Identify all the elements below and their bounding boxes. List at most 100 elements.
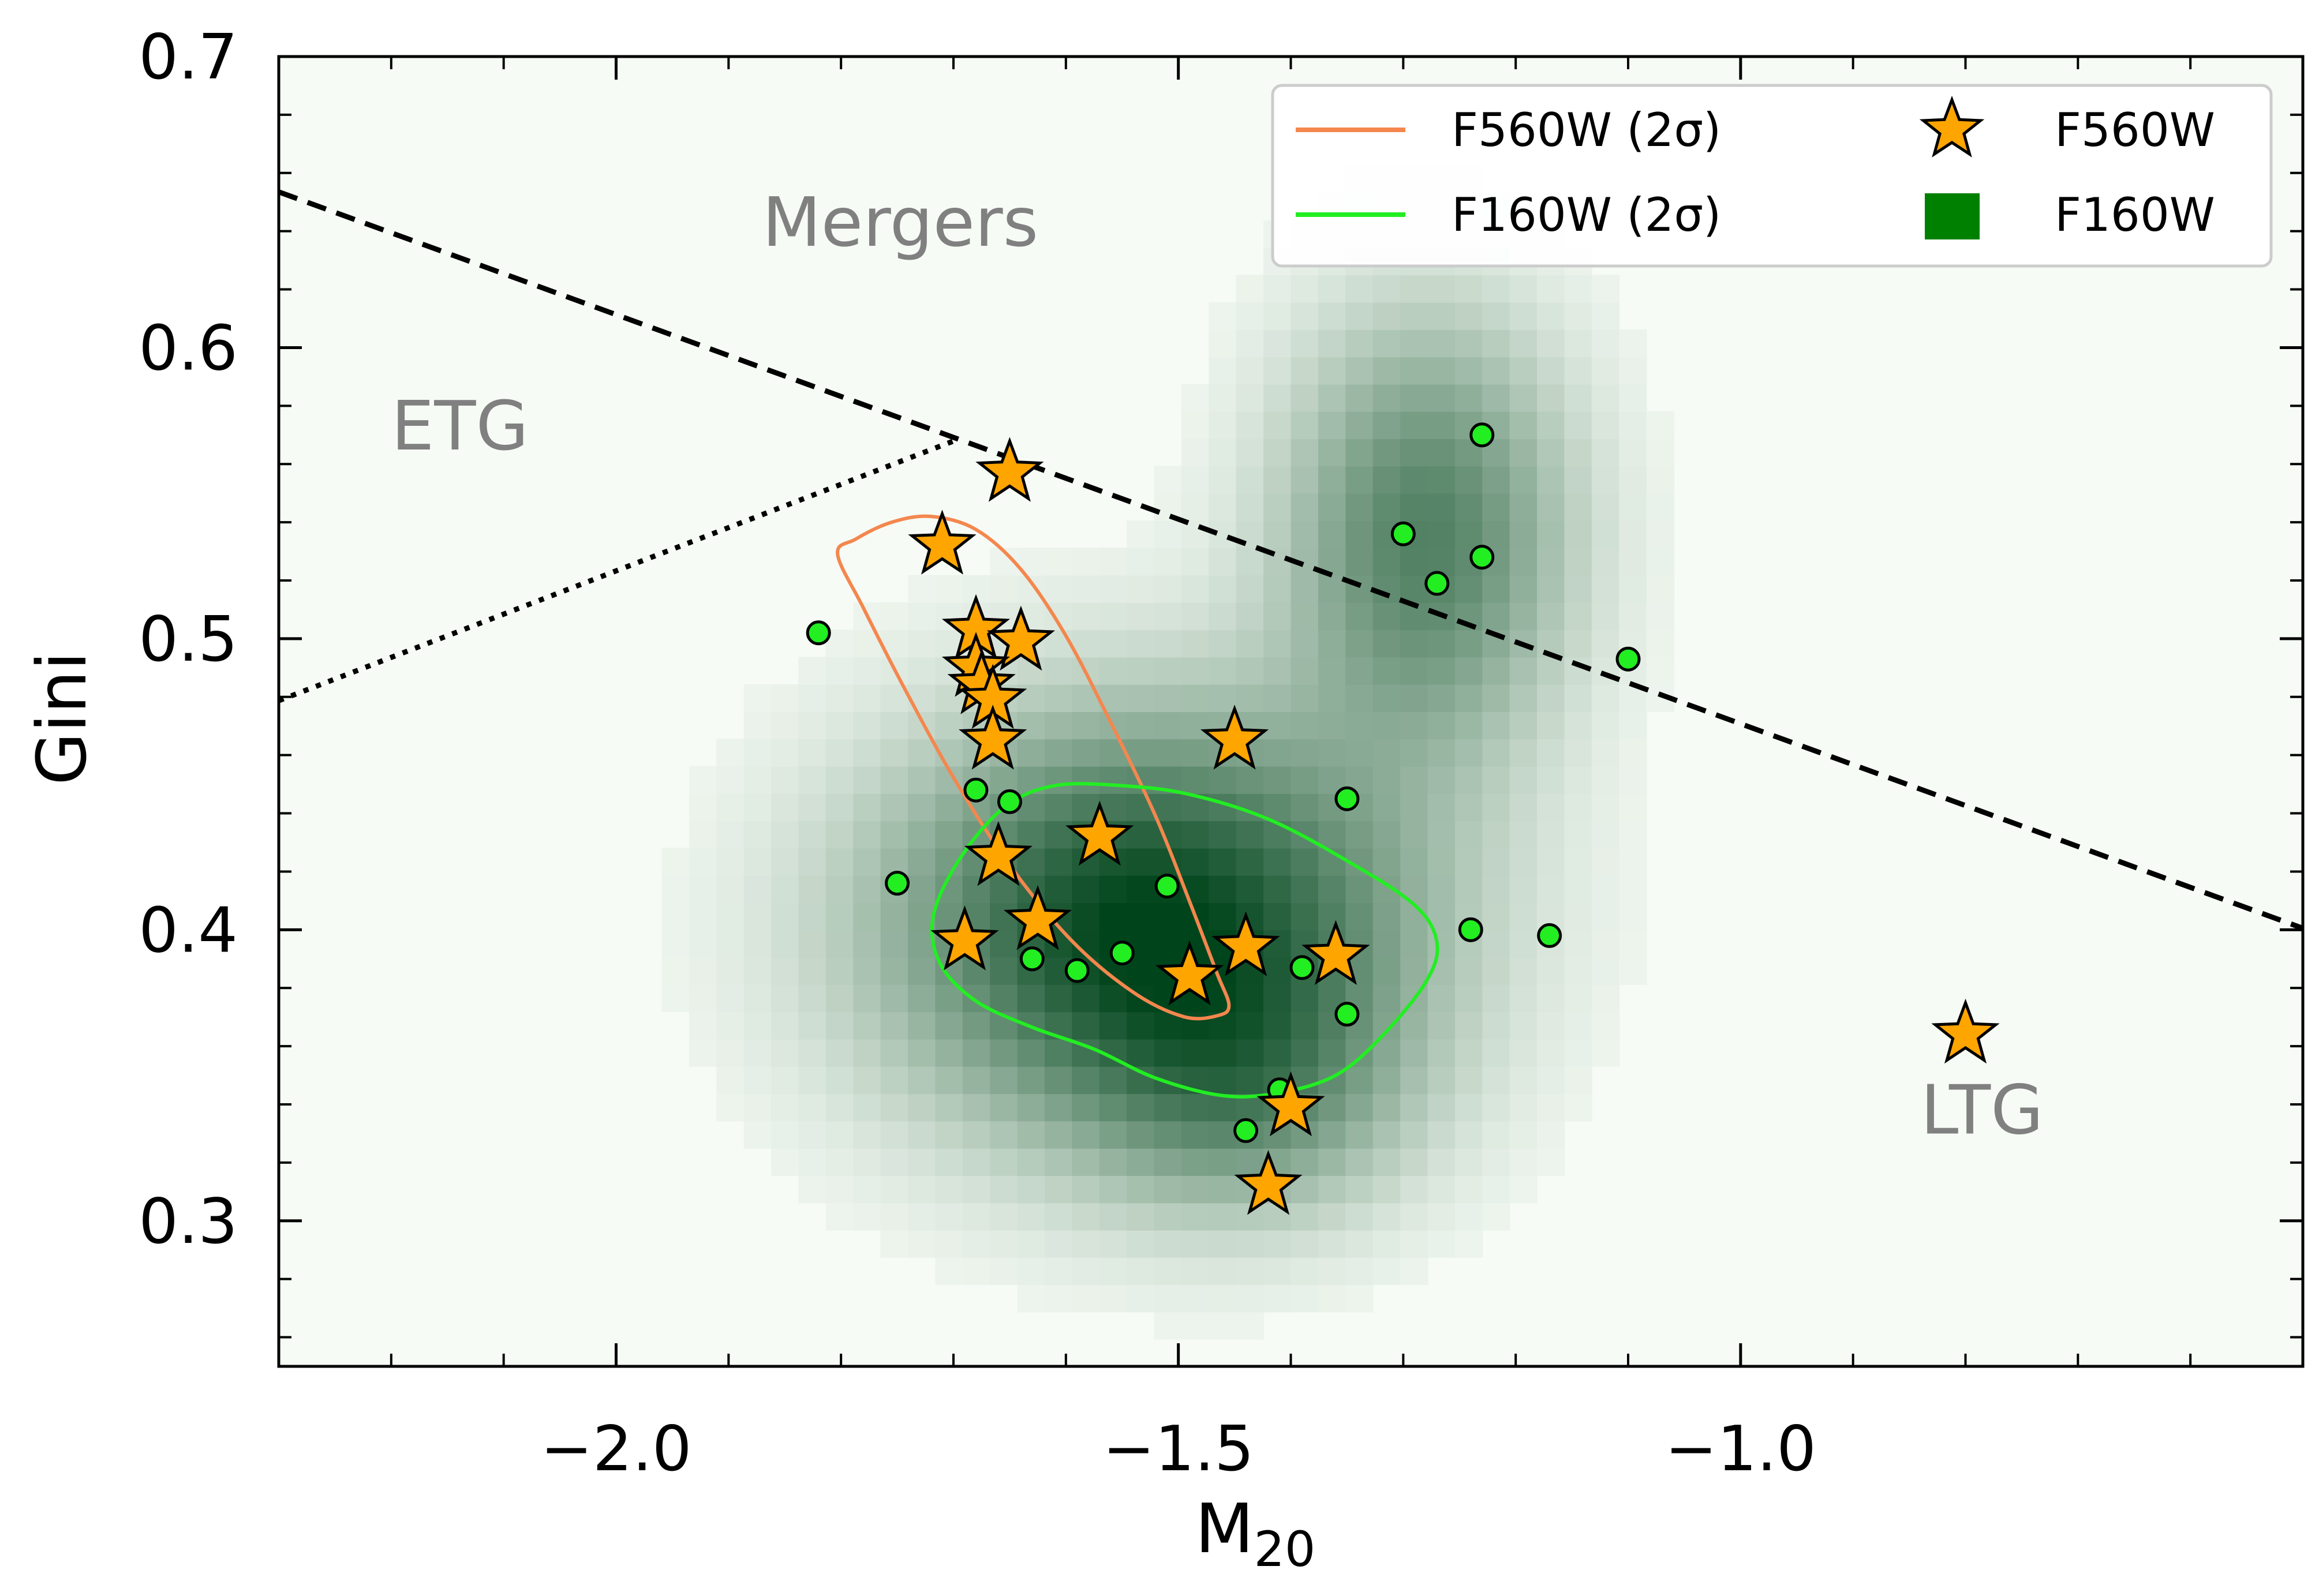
density-cell bbox=[1345, 684, 1374, 712]
density-cell bbox=[908, 575, 936, 603]
density-cell bbox=[1427, 1202, 1456, 1231]
density-cell bbox=[1591, 902, 1620, 931]
density-cell bbox=[1127, 1284, 1155, 1313]
density-cell bbox=[1372, 329, 1401, 358]
x-tick-label: −1.0 bbox=[1665, 1413, 1816, 1485]
density-cell bbox=[1154, 520, 1182, 549]
density-cell bbox=[1372, 548, 1401, 576]
density-cell bbox=[1537, 493, 1565, 521]
density-cell bbox=[1454, 1011, 1483, 1040]
density-cell bbox=[1045, 984, 1073, 1013]
density-cell bbox=[1017, 821, 1045, 849]
density-cell bbox=[1564, 984, 1592, 1013]
density-cell bbox=[1537, 684, 1565, 712]
density-cell bbox=[1345, 548, 1374, 576]
density-cell bbox=[880, 1011, 908, 1040]
density-cell bbox=[935, 793, 963, 822]
density-cell bbox=[1345, 1284, 1374, 1313]
density-cell bbox=[1427, 1066, 1456, 1095]
density-cell bbox=[1263, 657, 1292, 685]
density-cell bbox=[1591, 684, 1620, 712]
density-cell bbox=[1291, 493, 1319, 521]
density-cell bbox=[1509, 957, 1538, 985]
density-cell bbox=[1263, 575, 1292, 603]
density-cell bbox=[771, 1148, 799, 1176]
legend-label-f160w-contour: F160W (2σ) bbox=[1452, 188, 1721, 242]
density-cell bbox=[1400, 466, 1428, 494]
f560w-star bbox=[964, 821, 1033, 886]
density-cell bbox=[1619, 520, 1647, 549]
density-cell bbox=[1591, 930, 1620, 958]
density-cell bbox=[743, 1011, 772, 1040]
density-cell bbox=[1454, 848, 1483, 876]
density-cell bbox=[1099, 766, 1128, 794]
density-cell bbox=[1154, 1284, 1182, 1313]
density-cell bbox=[1154, 548, 1182, 576]
density-cell bbox=[1209, 548, 1237, 576]
density-cell bbox=[1454, 384, 1483, 412]
density-cell bbox=[1045, 793, 1073, 822]
density-cell bbox=[1318, 275, 1346, 303]
density-cell bbox=[1619, 793, 1647, 822]
density-cell bbox=[1181, 548, 1210, 576]
density-cell bbox=[1482, 984, 1510, 1013]
density-cell bbox=[1400, 575, 1428, 603]
density-cell bbox=[1127, 1011, 1155, 1040]
density-cell bbox=[1454, 875, 1483, 904]
density-cell bbox=[1619, 439, 1647, 467]
density-cell bbox=[1291, 711, 1319, 740]
density-cell bbox=[1427, 739, 1456, 767]
density-cell bbox=[1045, 1230, 1073, 1258]
density-cell bbox=[1345, 357, 1374, 385]
density-cell bbox=[1509, 711, 1538, 740]
density-cell bbox=[1154, 930, 1182, 958]
density-cell bbox=[1209, 821, 1237, 849]
density-cell bbox=[1427, 1148, 1456, 1176]
density-cell bbox=[1181, 520, 1210, 549]
density-cell bbox=[1236, 384, 1265, 412]
density-cell bbox=[1345, 1066, 1374, 1095]
density-cell bbox=[1537, 984, 1565, 1013]
density-cell bbox=[1454, 275, 1483, 303]
density-cell bbox=[1318, 875, 1346, 904]
density-cell bbox=[1509, 684, 1538, 712]
density-cell bbox=[1263, 766, 1292, 794]
density-cell bbox=[1291, 657, 1319, 685]
density-cell bbox=[1564, 1011, 1592, 1040]
density-cell bbox=[689, 930, 717, 958]
density-cell bbox=[1318, 657, 1346, 685]
density-cell bbox=[1646, 466, 1674, 494]
density-cell bbox=[1372, 766, 1401, 794]
density-cell bbox=[1400, 793, 1428, 822]
contour-f160w bbox=[930, 782, 1439, 1099]
density-cell bbox=[1263, 602, 1292, 631]
density-cell bbox=[1482, 357, 1510, 385]
density-cell bbox=[1236, 1284, 1265, 1313]
density-cell bbox=[1072, 684, 1100, 712]
density-cell bbox=[962, 1230, 991, 1258]
density-cell bbox=[1318, 329, 1346, 358]
density-cell bbox=[1427, 275, 1456, 303]
density-cell bbox=[771, 711, 799, 740]
density-cell bbox=[1427, 1121, 1456, 1149]
density-cell bbox=[1509, 902, 1538, 931]
density-cell bbox=[1045, 575, 1073, 603]
density-cell bbox=[853, 1093, 881, 1122]
density-cell bbox=[1537, 848, 1565, 876]
density-cell bbox=[853, 766, 881, 794]
density-cell bbox=[1209, 1066, 1237, 1095]
density-cell bbox=[880, 984, 908, 1013]
density-cell bbox=[935, 1202, 963, 1231]
density-cell bbox=[1591, 439, 1620, 467]
density-cell bbox=[1017, 711, 1045, 740]
density-cell bbox=[935, 1066, 963, 1095]
density-cell bbox=[880, 930, 908, 958]
density-cell bbox=[1291, 1257, 1319, 1286]
density-cell bbox=[1454, 1121, 1483, 1149]
density-cell bbox=[661, 930, 690, 958]
density-cell bbox=[1591, 384, 1620, 412]
density-cell bbox=[716, 902, 745, 931]
density-heatmap bbox=[661, 166, 1674, 1340]
density-cell bbox=[743, 875, 772, 904]
density-cell bbox=[908, 711, 936, 740]
